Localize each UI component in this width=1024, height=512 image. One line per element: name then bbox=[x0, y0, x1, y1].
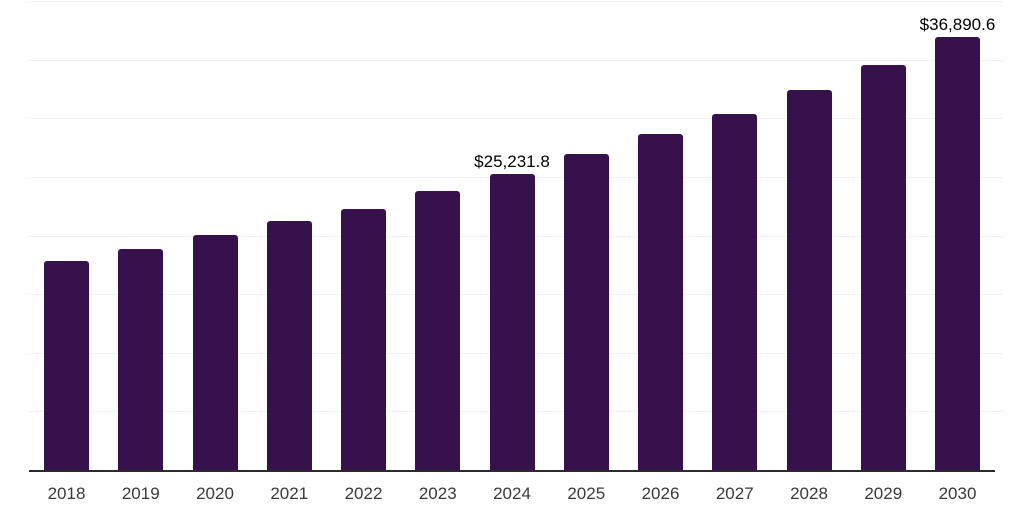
bar-2025 bbox=[563, 154, 609, 470]
x-tick-label-2021: 2021 bbox=[270, 484, 309, 503]
bar-2023 bbox=[415, 190, 461, 470]
bar-2021 bbox=[266, 220, 312, 470]
value-label-2030: $36,890.6 bbox=[919, 15, 996, 35]
x-tick-label-2030: 2030 bbox=[938, 484, 977, 503]
bar-2020 bbox=[192, 235, 238, 470]
gridline bbox=[29, 1, 1004, 2]
x-tick-label-2019: 2019 bbox=[121, 484, 160, 503]
value-label-2024: $25,231.8 bbox=[474, 152, 550, 172]
x-tick-label-2023: 2023 bbox=[418, 484, 457, 503]
bar-2027 bbox=[712, 114, 758, 470]
x-tick-label-2020: 2020 bbox=[196, 484, 234, 503]
bar-2028 bbox=[786, 89, 832, 470]
bar-2019 bbox=[118, 248, 164, 470]
x-tick-label-2026: 2026 bbox=[641, 484, 680, 503]
gridline bbox=[29, 118, 1004, 120]
x-tick-label-2028: 2028 bbox=[790, 484, 828, 503]
bar-2029 bbox=[860, 64, 906, 470]
x-tick-label-2027: 2027 bbox=[715, 484, 754, 503]
x-axis-line bbox=[29, 470, 995, 472]
bar-2030 bbox=[935, 37, 980, 470]
bar-2026 bbox=[638, 133, 683, 470]
bar-2018 bbox=[44, 261, 89, 470]
bar-2024 bbox=[489, 174, 535, 470]
bar-2022 bbox=[341, 209, 386, 470]
x-tick-label-2024: 2024 bbox=[493, 484, 531, 503]
x-tick-label-2025: 2025 bbox=[567, 484, 606, 503]
x-tick-label-2018: 2018 bbox=[47, 484, 86, 503]
x-tick-label-2022: 2022 bbox=[344, 484, 383, 503]
x-tick-label-2029: 2029 bbox=[864, 484, 903, 503]
gridline bbox=[29, 59, 1004, 61]
